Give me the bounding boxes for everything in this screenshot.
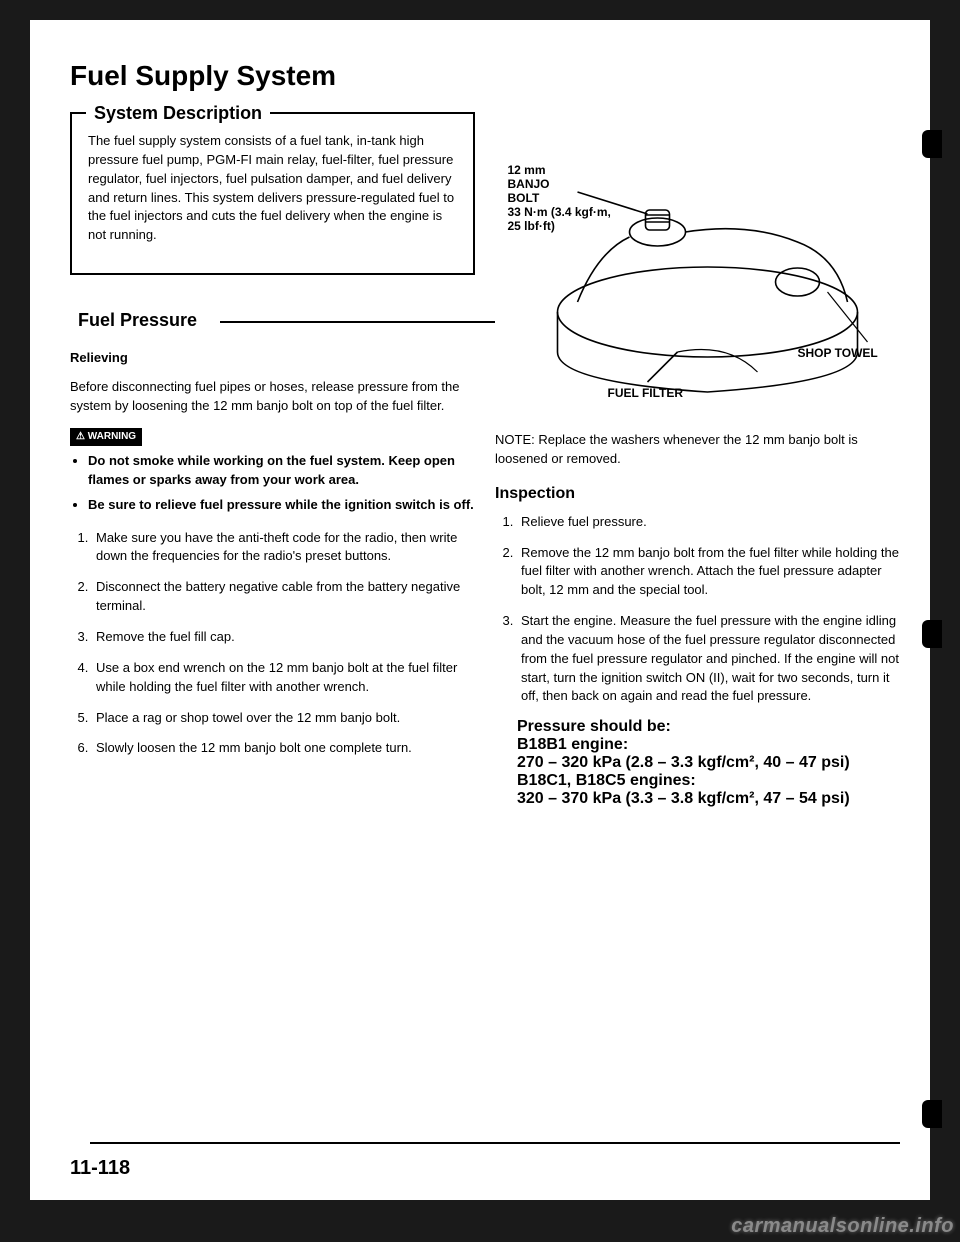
diagram-label: FUEL FILTER [608, 386, 684, 400]
warning-item: Do not smoke while working on the fuel s… [88, 452, 475, 490]
step-item: Slowly loosen the 12 mm banjo bolt one c… [92, 739, 475, 758]
relieving-heading: Relieving [70, 349, 475, 368]
warning-list: Do not smoke while working on the fuel s… [88, 452, 475, 515]
diagram-label: 33 N·m (3.4 kgf·m, [508, 205, 611, 219]
fuel-pressure-heading: Fuel Pressure [70, 307, 205, 333]
diagram-label: 25 lbf·ft) [508, 219, 555, 233]
left-column: System Description The fuel supply syste… [70, 112, 475, 808]
step-item: Use a box end wrench on the 12 mm banjo … [92, 659, 475, 697]
thumb-tab-icon [922, 130, 942, 158]
thumb-tab-icon [922, 1100, 942, 1128]
pressure-heading: Pressure should be: [517, 718, 900, 736]
manual-page: Fuel Supply System System Description Th… [30, 20, 930, 1200]
diagram-label: BOLT [508, 191, 540, 205]
step-item: Start the engine. Measure the fuel press… [517, 612, 900, 706]
inspection-heading: Inspection [495, 485, 900, 503]
warning-item: Be sure to relieve fuel pressure while t… [88, 496, 475, 515]
pressure-engine2-value: 320 – 370 kPa (3.3 – 3.8 kgf/cm², 47 – 5… [517, 790, 900, 808]
right-column: 12 mm BANJO BOLT 33 N·m (3.4 kgf·m, 25 l… [495, 112, 900, 808]
system-description-heading: System Description [86, 100, 270, 126]
relieving-paragraph: Before disconnecting fuel pipes or hoses… [70, 378, 475, 416]
step-item: Make sure you have the anti-theft code f… [92, 529, 475, 567]
watermark: carmanualsonline.info [731, 1215, 954, 1238]
bottom-rule [90, 1142, 900, 1144]
relieving-steps: Make sure you have the anti-theft code f… [92, 529, 475, 759]
thumb-tab-icon [922, 620, 942, 648]
pressure-engine1: B18B1 engine: [517, 736, 900, 754]
system-description-box: System Description The fuel supply syste… [70, 112, 475, 275]
pressure-engine2: B18C1, B18C5 engines: [517, 772, 900, 790]
page-number: 11-118 [70, 1157, 130, 1180]
step-item: Disconnect the battery negative cable fr… [92, 578, 475, 616]
fuel-filter-diagram: 12 mm BANJO BOLT 33 N·m (3.4 kgf·m, 25 l… [495, 152, 900, 412]
warning-badge: ⚠ WARNING [70, 428, 142, 447]
inspection-steps: Relieve fuel pressure. Remove the 12 mm … [517, 513, 900, 707]
content-columns: System Description The fuel supply syste… [70, 112, 900, 808]
step-item: Relieve fuel pressure. [517, 513, 900, 532]
note-paragraph: NOTE: Replace the washers whenever the 1… [495, 431, 900, 469]
step-item: Place a rag or shop towel over the 12 mm… [92, 709, 475, 728]
page-title: Fuel Supply System [70, 60, 900, 92]
system-description-body: The fuel supply system consists of a fue… [88, 132, 457, 245]
diagram-label: 12 mm [508, 163, 546, 177]
step-item: Remove the 12 mm banjo bolt from the fue… [517, 544, 900, 601]
fuel-pressure-section: Fuel Pressure Relieving Before disconnec… [70, 299, 475, 758]
diagram-label: BANJO [508, 177, 550, 191]
pressure-spec: Pressure should be: B18B1 engine: 270 – … [517, 718, 900, 808]
step-item: Remove the fuel fill cap. [92, 628, 475, 647]
pressure-engine1-value: 270 – 320 kPa (2.8 – 3.3 kgf/cm², 40 – 4… [517, 754, 900, 772]
diagram-label: SHOP TOWEL [798, 346, 878, 360]
